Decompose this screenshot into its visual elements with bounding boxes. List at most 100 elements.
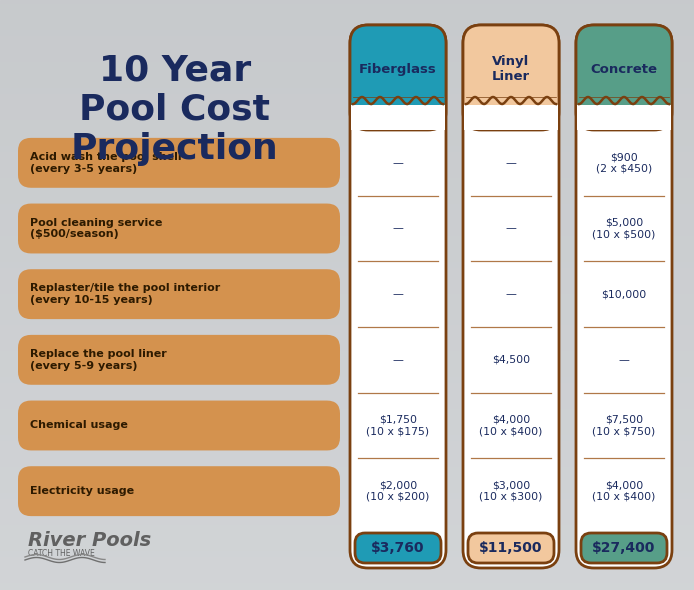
Bar [0,429,694,430]
Bar [0,94,694,95]
Bar [0,456,694,457]
Bar [0,445,694,446]
Bar [0,92,694,93]
Bar [0,497,694,498]
Bar [0,401,694,402]
Bar [0,3,694,4]
Bar [0,192,694,193]
Bar [0,39,694,40]
Bar [0,552,694,553]
Bar [0,565,694,566]
Text: —: — [618,355,629,365]
Text: Acid wash the pool shell
(every 3-5 years): Acid wash the pool shell (every 3-5 year… [30,152,182,173]
Text: $10,000: $10,000 [602,289,647,299]
Bar [0,505,694,506]
Bar [0,148,694,149]
Bar [0,386,694,387]
Bar [0,390,694,391]
Bar [0,280,694,281]
Bar [0,483,694,484]
Bar [0,42,694,43]
Bar [0,408,694,409]
Bar [0,282,694,283]
Bar [0,85,694,86]
Bar [0,70,694,71]
Bar [0,548,694,549]
FancyBboxPatch shape [463,25,559,568]
Bar [0,245,694,246]
Text: —: — [393,355,403,365]
Bar [0,228,694,229]
Bar [0,435,694,436]
Bar [0,481,694,482]
Bar [0,265,694,266]
Bar [0,331,694,332]
Bar [0,347,694,348]
Bar [0,338,694,339]
Bar [0,32,694,33]
FancyBboxPatch shape [468,533,554,563]
Bar [0,547,694,548]
Bar [0,227,694,228]
Bar [0,134,694,135]
Bar [0,270,694,271]
Bar [0,377,694,378]
Bar [0,34,694,35]
Bar [0,352,694,353]
Bar [0,530,694,531]
Bar [0,355,694,356]
Bar [0,9,694,10]
Bar [0,478,694,479]
Bar [0,516,694,517]
Bar [0,143,694,144]
Bar [0,498,694,499]
Bar [0,123,694,124]
Text: Pool cleaning service
($500/season): Pool cleaning service ($500/season) [30,218,162,240]
Bar [0,309,694,310]
Bar [0,45,694,46]
Bar [0,563,694,564]
Bar [0,26,694,27]
Bar [0,501,694,502]
Bar [0,329,694,330]
Bar [0,71,694,72]
Bar [0,464,694,465]
Bar [0,353,694,354]
Text: $3,760: $3,760 [371,541,425,555]
Text: Fiberglass: Fiberglass [359,63,437,76]
Bar [0,7,694,8]
Bar [0,522,694,523]
Bar [0,454,694,455]
Bar [0,48,694,49]
Bar [0,515,694,516]
Bar [0,467,694,468]
Bar [0,311,694,312]
Bar [0,553,694,554]
Bar [0,4,694,5]
Bar [0,529,694,530]
Text: —: — [505,289,516,299]
Text: —: — [393,289,403,299]
Text: $27,400: $27,400 [592,541,656,555]
Bar [0,560,694,561]
Bar [0,61,694,62]
Bar [0,20,694,21]
Bar [0,203,694,204]
Bar [0,179,694,180]
Bar [0,451,694,452]
Bar [0,112,694,113]
Bar [0,216,694,217]
Bar [0,44,694,45]
Bar [0,370,694,371]
Bar [0,496,694,497]
Bar [0,68,694,69]
Bar [0,470,694,471]
Bar [0,546,694,547]
Bar [0,391,694,392]
Bar [0,463,694,464]
Bar [0,426,694,427]
Bar [0,428,694,429]
Bar [0,577,694,578]
Bar [0,118,694,119]
Bar [0,261,694,262]
